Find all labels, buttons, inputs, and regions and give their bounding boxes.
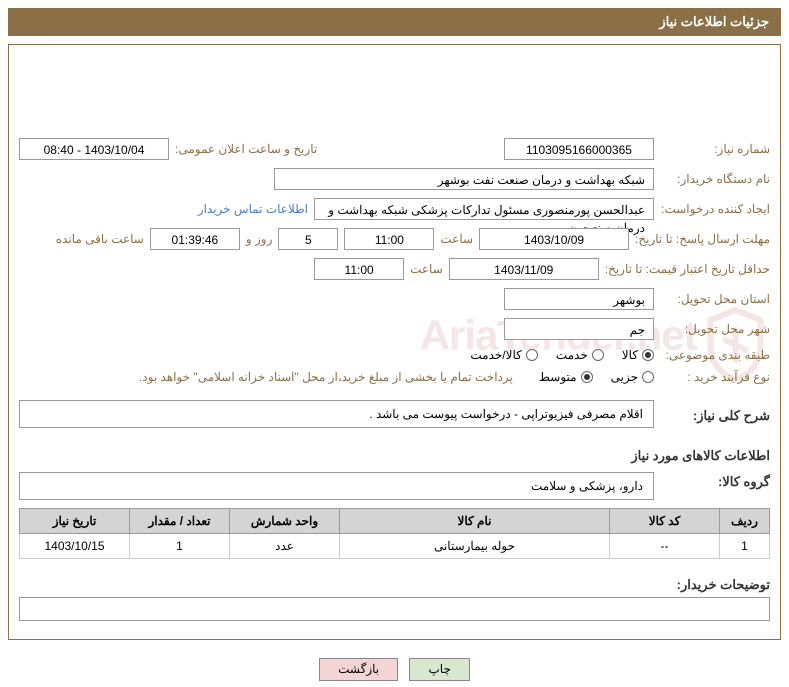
- radio-goods-circle: [642, 349, 654, 361]
- th-qty: تعداد / مقدار: [130, 509, 230, 534]
- td-row: 1: [720, 534, 770, 559]
- time-label-1: ساعت: [440, 232, 473, 246]
- price-valid-date: 1403/11/09: [449, 258, 599, 280]
- radio-goods-service-label: کالا/خدمت: [470, 348, 521, 362]
- row-need-number: شماره نیاز: 1103095166000365 تاریخ و ساع…: [19, 138, 770, 160]
- need-number-label: شماره نیاز:: [660, 142, 770, 156]
- closing-label: توضیحات خریدار:: [677, 577, 770, 592]
- th-need-date: تاریخ نیاز: [20, 509, 130, 534]
- requester-value: عبدالحسن پورمنصوری مسئول تدارکات پزشکی ش…: [314, 198, 654, 220]
- td-need-date: 1403/10/15: [20, 534, 130, 559]
- th-name: نام کالا: [340, 509, 610, 534]
- announce-label: تاریخ و ساعت اعلان عمومی:: [175, 142, 317, 156]
- group-label: گروه کالا:: [660, 474, 770, 490]
- radio-goods-label: کالا: [622, 348, 638, 362]
- delivery-province-value: بوشهر: [504, 288, 654, 310]
- treasury-note: پرداخت تمام یا بخشی از مبلغ خرید،از محل …: [139, 370, 513, 384]
- radio-small[interactable]: جزیی: [611, 370, 654, 384]
- row-price-valid: حداقل تاریخ اعتبار قیمت: تا تاریخ: 1403/…: [19, 258, 770, 280]
- page-title: جزئیات اطلاعات نیاز: [659, 14, 769, 29]
- price-valid-label: حداقل تاریخ اعتبار قیمت: تا تاریخ:: [605, 262, 770, 276]
- delivery-city-label: شهر محل تحویل:: [660, 322, 770, 336]
- radio-medium-circle: [581, 371, 593, 383]
- items-table-wrap: ردیف کد کالا نام کالا واحد شمارش تعداد /…: [19, 508, 770, 559]
- td-qty: 1: [130, 534, 230, 559]
- purchase-type-radio-group: جزیی متوسط: [539, 370, 654, 384]
- td-unit: عدد: [230, 534, 340, 559]
- buyer-org-label: نام دستگاه خریدار:: [660, 172, 770, 186]
- items-table: ردیف کد کالا نام کالا واحد شمارش تعداد /…: [19, 508, 770, 559]
- answer-deadline-label: مهلت ارسال پاسخ: تا تاریخ:: [635, 232, 770, 246]
- buyer-org-value: شبکه بهداشت و درمان صنعت نفت بوشهر: [274, 168, 654, 190]
- delivery-province-label: استان محل تحویل:: [660, 292, 770, 306]
- answer-time-value: 11:00: [344, 228, 434, 250]
- radio-goods-service[interactable]: کالا/خدمت: [470, 348, 537, 362]
- price-valid-time: 11:00: [314, 258, 404, 280]
- th-code: کد کالا: [610, 509, 720, 534]
- answer-date-value: 1403/10/09: [479, 228, 629, 250]
- row-closing: توضیحات خریدار:: [19, 577, 770, 621]
- page-header: جزئیات اطلاعات نیاز: [8, 8, 781, 36]
- overview-value: اقلام مصرفی فیزیوتراپی - درخواست پیوست م…: [19, 400, 654, 428]
- radio-goods-service-circle: [526, 349, 538, 361]
- announce-value: 1403/10/04 - 08:40: [19, 138, 169, 160]
- countdown-value: 01:39:46: [150, 228, 240, 250]
- table-header-row: ردیف کد کالا نام کالا واحد شمارش تعداد /…: [20, 509, 770, 534]
- purchase-type-label: نوع فرآیند خرید :: [660, 370, 770, 384]
- radio-service[interactable]: خدمت: [556, 348, 604, 362]
- radio-goods[interactable]: کالا: [622, 348, 654, 362]
- row-buyer-org: نام دستگاه خریدار: شبکه بهداشت و درمان ص…: [19, 168, 770, 190]
- requester-label: ایجاد کننده درخواست:: [660, 202, 770, 216]
- remaining-label: ساعت باقی مانده: [56, 232, 144, 246]
- back-button[interactable]: بازگشت: [319, 658, 398, 681]
- radio-small-circle: [642, 371, 654, 383]
- need-number-value: 1103095166000365: [504, 138, 654, 160]
- radio-medium[interactable]: متوسط: [539, 370, 593, 384]
- row-overview: شرح کلی نیاز: اقلام مصرفی فیزیوتراپی - د…: [19, 400, 770, 440]
- row-answer-deadline: مهلت ارسال پاسخ: تا تاریخ: 1403/10/09 سا…: [19, 228, 770, 250]
- th-row: ردیف: [720, 509, 770, 534]
- radio-service-label: خدمت: [556, 348, 588, 362]
- time-label-2: ساعت: [410, 262, 443, 276]
- button-bar: چاپ بازگشت: [0, 648, 789, 687]
- print-button[interactable]: چاپ: [409, 658, 469, 681]
- content-area: AriaTender.net شماره نیاز: 1103095166000…: [8, 44, 781, 640]
- table-row: 1 -- حوله بیمارستانی عدد 1 1403/10/15: [20, 534, 770, 559]
- row-category: طبقه بندی موضوعی: کالا خدمت کالا/خدمت: [19, 348, 770, 362]
- row-purchase-type: نوع فرآیند خرید : جزیی متوسط پرداخت تمام…: [19, 370, 770, 384]
- row-requester: ایجاد کننده درخواست: عبدالحسن پورمنصوری …: [19, 198, 770, 220]
- days-and-label: روز و: [246, 232, 273, 246]
- radio-medium-label: متوسط: [539, 370, 577, 384]
- group-value: دارو، پزشکی و سلامت: [19, 472, 654, 500]
- category-label: طبقه بندی موضوعی:: [660, 348, 770, 362]
- radio-small-label: جزیی: [611, 370, 638, 384]
- category-radio-group: کالا خدمت کالا/خدمت: [470, 348, 654, 362]
- buyer-contact-link[interactable]: اطلاعات تماس خریدار: [198, 202, 308, 216]
- th-unit: واحد شمارش: [230, 509, 340, 534]
- radio-service-circle: [592, 349, 604, 361]
- row-delivery-province: استان محل تحویل: بوشهر: [19, 288, 770, 310]
- delivery-city-value: جم: [504, 318, 654, 340]
- row-delivery-city: شهر محل تحویل: جم: [19, 318, 770, 340]
- td-code: --: [610, 534, 720, 559]
- td-name: حوله بیمارستانی: [340, 534, 610, 559]
- days-value: 5: [278, 228, 338, 250]
- items-section-title: اطلاعات کالاهای مورد نیاز: [19, 448, 770, 464]
- closing-box: [19, 597, 770, 621]
- row-group: گروه کالا: دارو، پزشکی و سلامت: [19, 472, 770, 500]
- overview-label: شرح کلی نیاز:: [660, 408, 770, 424]
